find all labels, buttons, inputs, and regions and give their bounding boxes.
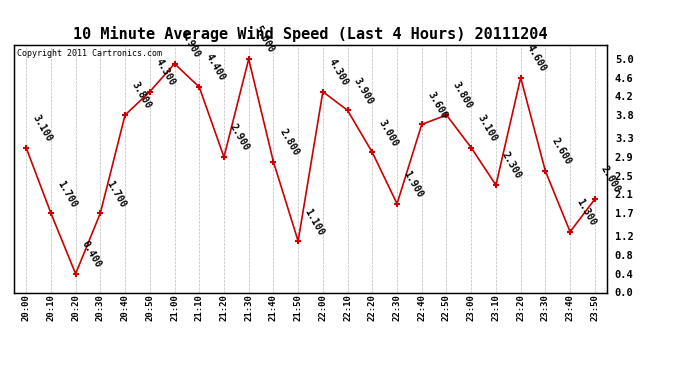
Text: 3.000: 3.000 <box>377 118 400 148</box>
Text: 3.800: 3.800 <box>129 81 152 111</box>
Text: 2.800: 2.800 <box>277 127 301 158</box>
Text: 1.700: 1.700 <box>104 178 128 209</box>
Text: Copyright 2011 Cartronics.com: Copyright 2011 Cartronics.com <box>17 49 161 58</box>
Title: 10 Minute Average Wind Speed (Last 4 Hours) 20111204: 10 Minute Average Wind Speed (Last 4 Hou… <box>73 27 548 42</box>
Text: 4.300: 4.300 <box>327 57 351 87</box>
Text: 4.900: 4.900 <box>179 29 202 60</box>
Text: 1.700: 1.700 <box>55 178 79 209</box>
Text: 2.300: 2.300 <box>500 150 524 181</box>
Text: 2.000: 2.000 <box>599 165 622 195</box>
Text: 4.600: 4.600 <box>525 43 548 74</box>
Text: 2.600: 2.600 <box>549 136 573 167</box>
Text: 2.900: 2.900 <box>228 123 251 153</box>
Text: 3.100: 3.100 <box>30 113 54 144</box>
Text: 4.300: 4.300 <box>154 57 177 87</box>
Text: 1.900: 1.900 <box>401 169 424 200</box>
Text: 4.400: 4.400 <box>204 53 227 83</box>
Text: 3.600: 3.600 <box>426 90 449 120</box>
Text: 5.000: 5.000 <box>253 24 276 55</box>
Text: 3.800: 3.800 <box>451 81 474 111</box>
Text: 0.400: 0.400 <box>80 239 103 270</box>
Text: 1.100: 1.100 <box>302 207 326 237</box>
Text: 3.900: 3.900 <box>352 76 375 106</box>
Text: 1.300: 1.300 <box>574 197 598 228</box>
Text: 3.100: 3.100 <box>475 113 499 144</box>
